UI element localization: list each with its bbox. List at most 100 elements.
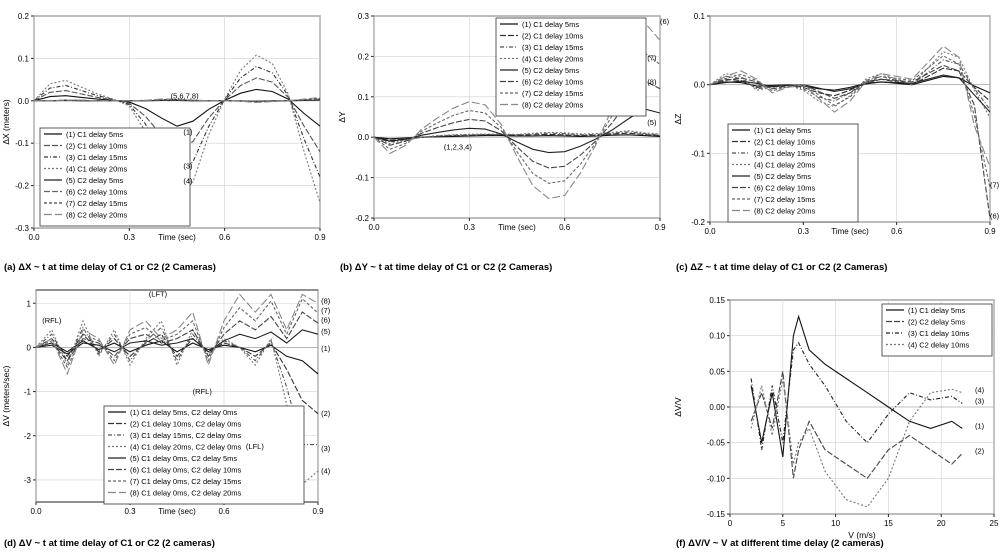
y-tick-label: -3: [24, 476, 32, 485]
series-line: [34, 96, 321, 104]
annotation-label: (3): [975, 396, 985, 405]
y-tick-label: -0.2: [691, 218, 705, 227]
x-tick-label: 10: [831, 519, 840, 528]
legend-label: (8) C2 delay 20ms: [66, 211, 128, 220]
legend-label: (3) C1 delay 15ms: [66, 153, 128, 162]
legend-label: (1) C1 delay 5ms: [754, 126, 811, 135]
y-tick-label: -0.2: [355, 214, 369, 223]
legend-label: (7) C1 delay 0ms, C2 delay 15ms: [130, 477, 242, 486]
series-line: [373, 130, 661, 145]
legend-label: (6) C1 delay 0ms, C2 delay 10ms: [130, 466, 242, 475]
annotation-label: (6): [660, 17, 670, 26]
y-tick-label: 0: [27, 343, 32, 352]
legend-label: (2) C1 delay 10ms: [522, 32, 584, 41]
y-tick-label: 0.3: [358, 12, 370, 21]
y-axis-label: ΔY: [337, 111, 347, 123]
y-tick-label: -0.10: [707, 474, 726, 483]
x-tick-label: 0.9: [312, 507, 324, 516]
y-tick-label: 0.1: [358, 93, 370, 102]
legend-label: (7) C2 delay 15ms: [66, 199, 128, 208]
legend-label: (5) C1 delay 0ms, C2 delay 5ms: [130, 454, 237, 463]
x-tick-label: 0.3: [124, 233, 136, 242]
annotation-label: (7): [321, 306, 331, 315]
y-tick-label: 0.2: [18, 12, 30, 21]
chart-svg-f: -0.15 -0.10 -0.05 0.00 0.05 0.10 0.15 0 5 10 15 20 2…: [673, 296, 999, 549]
legend-label: (6) C2 delay 10ms: [66, 188, 128, 197]
x-tick-label: 0.0: [30, 507, 42, 516]
series-line: [35, 333, 319, 415]
annotation-label: (5): [647, 118, 657, 127]
chart-svg-b: -0.2 -0.1 0.0 0.1 0.2 0.3 0.0 0.3 0.6 0.9 (1) C1 d…: [337, 12, 670, 273]
y-tick-label: 0.0: [18, 97, 30, 106]
annotation-label: (LFL): [246, 442, 264, 451]
x-axis-label: Time (sec): [498, 223, 536, 232]
legend-label: (4) C1 delay 20ms, C2 delay 0ms: [130, 443, 242, 452]
legend-label: (4) C1 delay 20ms: [754, 161, 816, 170]
legend-label: (5) C2 delay 5ms: [522, 66, 579, 75]
y-axis-label: ΔZ: [673, 114, 683, 125]
series-line: [35, 326, 318, 446]
legend-label: (2) C2 delay 5ms: [908, 318, 965, 327]
series-line: [33, 88, 321, 127]
x-tick-label: 15: [884, 519, 893, 528]
series-line: [750, 341, 963, 450]
x-tick-label: 0.9: [654, 223, 666, 232]
x-tick-label: 0.6: [218, 507, 230, 516]
annotation-label: (1): [321, 344, 331, 353]
annotation-label: (1): [183, 128, 193, 137]
series-line: [373, 79, 661, 169]
y-tick-label: 0.10: [709, 332, 725, 341]
annotation-label: (RFL): [42, 316, 62, 325]
chart-caption: (d) ΔV ~ t at time delay of C1 or C2 (2 …: [4, 538, 215, 549]
annotation-label: (2): [321, 409, 331, 418]
x-axis-label: Time (sec): [831, 227, 869, 236]
x-axis-label: Time (sec): [158, 233, 196, 242]
series-line: [709, 45, 991, 168]
chart-panel-d: -3 -2 -1 0 1 0.0 0.3 0.6 0.9 (1) C1 delay 5ms, C2…: [0, 278, 336, 552]
y-tick-label: -0.1: [15, 139, 29, 148]
y-tick-label: 1: [27, 299, 32, 308]
chart-svg-c: -0.2 -0.1 0.0 0.1 0.0 0.3 0.6 0.9 (1) C1 delay 5…: [673, 12, 1000, 273]
legend-label: (7) C2 delay 15ms: [522, 89, 584, 98]
legend-label: (2) C1 delay 10ms: [66, 142, 128, 151]
series-line: [373, 51, 661, 184]
x-tick-label: 5: [781, 519, 786, 528]
y-tick-label: 0.0: [358, 133, 370, 142]
annotation-label: (1,2,3,4): [444, 142, 472, 151]
series-line: [33, 77, 321, 153]
annotation-label: (4): [183, 176, 193, 185]
x-tick-label: 0.0: [704, 227, 716, 236]
annotation-label: (5,6,7,8): [171, 92, 199, 101]
series-line: [709, 67, 991, 102]
legend-label: (3) C1 delay 15ms: [522, 43, 584, 52]
annotation-label: (7): [990, 181, 1000, 190]
chart-caption: (b) ΔY ~ t at time delay of C1 or C2 (2 …: [340, 262, 552, 273]
legend-label: (7) C2 delay 15ms: [754, 195, 816, 204]
chart-caption: (a) ΔX ~ t at time delay of C1 or C2 (2 …: [4, 262, 216, 273]
chart-svg-d: -3 -2 -1 0 1 0.0 0.3 0.6 0.9 (1) C1 delay 5ms, C2…: [1, 289, 331, 549]
legend-box: [727, 123, 859, 223]
series-line: [35, 319, 319, 486]
y-axis-label: ΔV (meters/sec): [1, 365, 11, 426]
legend-label: (6) C2 delay 10ms: [522, 78, 584, 87]
annotation-label: (4): [321, 466, 331, 475]
legend-label: (4) C1 delay 20ms: [66, 165, 128, 174]
x-tick-label: 20: [937, 519, 946, 528]
y-tick-label: -0.05: [707, 439, 726, 448]
x-axis-label: Time (sec): [158, 507, 196, 516]
y-tick-label: -0.3: [15, 224, 29, 233]
legend-label: (3) C1 delay 15ms, C2 delay 0ms: [130, 431, 242, 440]
legend-box: [881, 303, 993, 357]
chart-caption: (c) ΔZ ~ t at time delay of C1 or C2 (2 …: [676, 262, 887, 273]
chart-panel-c: -0.2 -0.1 0.0 0.1 0.0 0.3 0.6 0.9 (1) C1 delay 5…: [672, 0, 1003, 276]
legend-label: (4) C1 delay 20ms: [522, 55, 584, 64]
series-line: [373, 108, 661, 154]
y-tick-label: 0.0: [694, 81, 706, 90]
y-tick-label: 0.05: [709, 367, 725, 376]
legend-label: (8) C2 delay 20ms: [522, 101, 584, 110]
annotation-label: (3): [183, 162, 193, 171]
annotation-label: (4): [975, 386, 985, 395]
x-tick-label: 0.6: [559, 223, 571, 232]
legend-label: (1) C1 delay 5ms: [908, 306, 965, 315]
series-line: [35, 329, 319, 355]
